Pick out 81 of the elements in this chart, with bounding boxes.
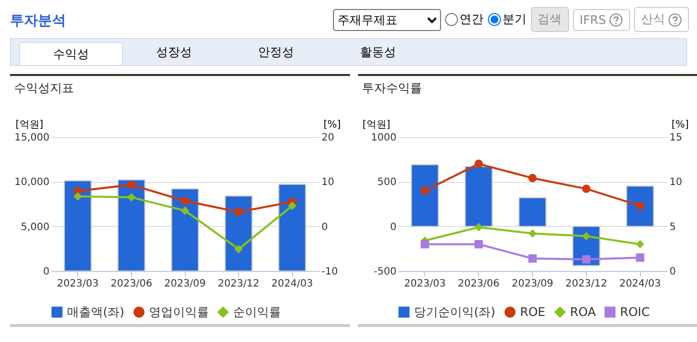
bar	[118, 179, 146, 272]
x-tick-label: 2023/09	[511, 278, 553, 290]
y-axis-title: [억원]	[362, 120, 390, 130]
y2-tick-label: 15	[669, 132, 682, 144]
y-axis-title: [억원]	[16, 120, 44, 130]
text: 안정성	[257, 44, 295, 61]
legend-label: 순이익률	[233, 305, 281, 320]
point	[288, 202, 296, 210]
y-tick-label: 1000	[370, 132, 396, 144]
x-tick-label: 2023/12	[218, 278, 260, 290]
y-tick-label: 15,000	[14, 132, 50, 144]
point	[420, 186, 429, 195]
y2-tick-label: 20	[322, 132, 334, 144]
legend-label: ROA	[570, 305, 596, 320]
text: 산식	[641, 11, 665, 28]
point	[127, 193, 136, 202]
point	[635, 240, 644, 248]
point	[582, 232, 590, 240]
y2-axis-title: [%]	[324, 120, 341, 130]
x-tick-label: 2023/03	[57, 278, 99, 290]
point	[474, 223, 482, 232]
point	[474, 160, 482, 168]
text: 분기	[502, 11, 527, 28]
bar	[224, 195, 252, 272]
legend-label: 매출액(좌)	[67, 305, 124, 320]
y2-tick-label: 10	[322, 177, 334, 188]
x-tick-label: 2023/06	[457, 278, 499, 290]
y2-tick-label: 10	[669, 177, 682, 188]
text: 수익성	[19, 42, 123, 65]
x-tick-label: 2024/03	[618, 278, 660, 290]
y-tick-label: 0	[390, 222, 396, 233]
y-tick-label: 500	[376, 177, 396, 188]
x-tick-label: 2024/03	[271, 278, 313, 290]
point	[127, 180, 136, 189]
point	[180, 206, 190, 215]
bar	[171, 188, 199, 272]
y-tick-label: 5,000	[20, 222, 50, 233]
point	[528, 174, 536, 182]
y2-tick-label: 5	[669, 222, 676, 233]
text: 연간	[458, 11, 484, 28]
bar	[518, 197, 546, 227]
point	[528, 229, 536, 238]
bar	[410, 164, 438, 227]
y-tick-label: 0	[43, 266, 50, 278]
point	[582, 184, 590, 193]
legend-label: ROIC	[620, 305, 650, 320]
point	[635, 202, 644, 210]
chart-title: 수익성지표	[14, 81, 74, 95]
text: 주재무제표	[332, 8, 441, 30]
point	[528, 254, 536, 263]
legend-label: 영업이익률	[149, 305, 209, 320]
bar	[626, 186, 654, 227]
text: IFRS	[580, 12, 606, 26]
text: 성장성	[155, 44, 193, 61]
chart-title: 투자수익률	[362, 81, 422, 95]
point	[582, 255, 590, 264]
x-tick-label: 2023/03	[404, 278, 446, 290]
x-tick-label: 2023/06	[110, 278, 152, 290]
y2-axis-title: [%]	[671, 120, 688, 130]
y2-tick-label: 0	[322, 222, 328, 233]
y2-tick-label: 0	[669, 266, 676, 278]
legend-label: ROE	[520, 305, 545, 320]
point	[635, 253, 644, 262]
point	[420, 240, 429, 248]
point	[234, 244, 243, 254]
y-tick-label: 10,000	[14, 177, 50, 188]
text: 투자분석	[10, 12, 66, 30]
point	[180, 196, 190, 206]
bar	[278, 184, 306, 272]
point	[474, 240, 482, 248]
legend-label: 당기순이익(좌)	[414, 305, 495, 320]
y-tick-label: -500	[373, 266, 396, 278]
x-tick-label: 2023/09	[164, 278, 206, 290]
point	[234, 208, 243, 216]
bar	[64, 180, 92, 272]
x-tick-label: 2023/12	[565, 278, 607, 290]
text: 활동성	[359, 44, 397, 61]
text: 검색	[538, 11, 562, 28]
point	[74, 192, 82, 201]
bar	[464, 166, 492, 227]
y2-tick-label: -10	[322, 266, 338, 278]
